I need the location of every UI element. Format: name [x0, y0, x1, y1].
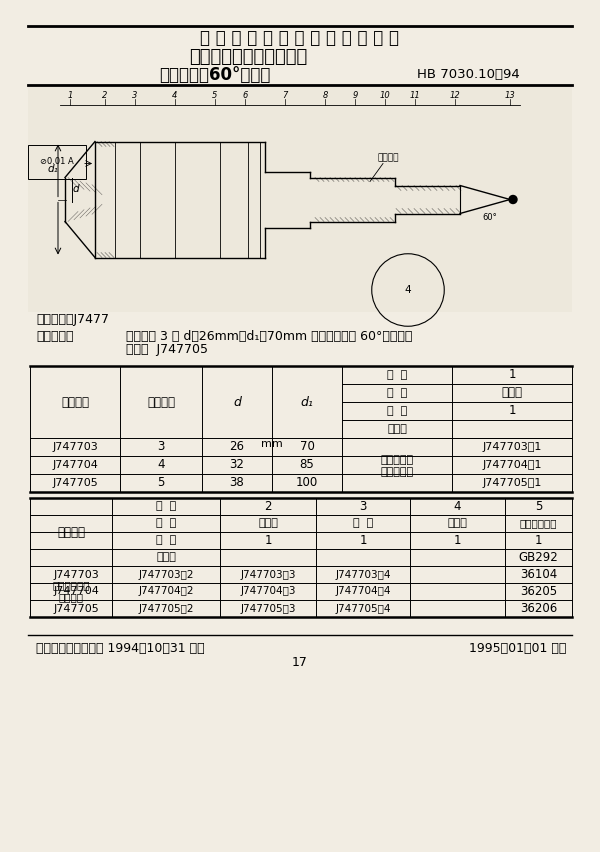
- Text: 夹具通用元件定位夹紧件: 夹具通用元件定位夹紧件: [189, 48, 307, 66]
- Text: 5: 5: [157, 476, 164, 490]
- Text: 活顶尖  J747705: 活顶尖 J747705: [126, 343, 208, 356]
- Text: 36104: 36104: [520, 568, 557, 581]
- Text: 莫氏圆锥 3 号 d＝26mm，d₁＝70mm 的加工管子用 60°活顶尖：: 莫氏圆锥 3 号 d＝26mm，d₁＝70mm 的加工管子用 60°活顶尖：: [126, 330, 412, 343]
- Text: mm: mm: [261, 440, 283, 449]
- Text: 100: 100: [296, 476, 318, 490]
- Text: J747705: J747705: [53, 603, 99, 613]
- Text: 3: 3: [133, 90, 137, 100]
- Text: 3: 3: [359, 500, 367, 513]
- Text: 圆锥体: 圆锥体: [448, 519, 467, 528]
- Text: J747705－1: J747705－1: [482, 478, 542, 488]
- Text: HB 7030.10－94: HB 7030.10－94: [416, 68, 520, 82]
- Text: 顶尖头: 顶尖头: [502, 387, 523, 400]
- Text: 1: 1: [454, 534, 461, 547]
- Text: 11: 11: [410, 90, 421, 100]
- Text: 号或规格: 号或规格: [59, 592, 83, 602]
- Text: 6: 6: [242, 90, 248, 100]
- Text: 3: 3: [157, 440, 164, 453]
- Text: 1: 1: [535, 534, 542, 547]
- Text: 36205: 36205: [520, 585, 557, 598]
- Text: 38: 38: [230, 476, 244, 490]
- Text: 数  量: 数 量: [156, 536, 176, 545]
- Bar: [28, 87, 572, 312]
- Text: 32: 32: [230, 458, 244, 471]
- Text: ⊘0.01 A: ⊘0.01 A: [40, 157, 74, 166]
- Text: GB292: GB292: [518, 551, 559, 564]
- Text: 4: 4: [454, 500, 461, 513]
- Text: 件  号: 件 号: [387, 370, 407, 380]
- Text: 10: 10: [380, 90, 391, 100]
- Text: 件  号: 件 号: [156, 502, 176, 511]
- Circle shape: [509, 195, 517, 204]
- Text: J747704－2: J747704－2: [138, 586, 194, 596]
- Text: J747705－3: J747705－3: [240, 603, 296, 613]
- Text: J747703: J747703: [52, 442, 98, 452]
- Text: 9: 9: [352, 90, 358, 100]
- Text: 标记代号: 标记代号: [61, 395, 89, 408]
- Text: 角接触球轴承: 角接触球轴承: [520, 519, 557, 528]
- Text: 4: 4: [172, 90, 178, 100]
- Text: J747704－4: J747704－4: [335, 586, 391, 596]
- Text: 重心圆锥: 重心圆锥: [377, 153, 399, 162]
- Text: 60°: 60°: [482, 213, 497, 222]
- Text: 70: 70: [299, 440, 314, 453]
- Text: 1: 1: [264, 534, 272, 547]
- Text: 12: 12: [449, 90, 460, 100]
- Text: J747704: J747704: [52, 460, 98, 470]
- Text: 螺  母: 螺 母: [353, 519, 373, 528]
- Text: 名  称: 名 称: [156, 519, 176, 528]
- Text: 密封圈: 密封圈: [258, 519, 278, 528]
- Text: d: d: [233, 395, 241, 408]
- Text: 标准号: 标准号: [387, 424, 407, 434]
- Text: 分类代号：J7477: 分类代号：J7477: [36, 314, 109, 326]
- Text: 7: 7: [283, 90, 287, 100]
- Text: J747703－4: J747703－4: [335, 569, 391, 579]
- Text: 2: 2: [264, 500, 272, 513]
- Text: 1995－01－01 实施: 1995－01－01 实施: [469, 642, 566, 655]
- Text: 名  称: 名 称: [387, 388, 407, 398]
- Text: 1: 1: [508, 405, 516, 417]
- Text: 标记代号－件: 标记代号－件: [52, 580, 90, 590]
- Text: J747705: J747705: [52, 478, 98, 488]
- Text: J747704－3: J747704－3: [240, 586, 296, 596]
- Text: 13: 13: [505, 90, 515, 100]
- Text: d: d: [73, 183, 79, 193]
- Text: J747704－1: J747704－1: [482, 460, 542, 470]
- Text: 中国航空工业总公司 1994－10－31 发布: 中国航空工业总公司 1994－10－31 发布: [36, 642, 205, 655]
- Text: 5: 5: [535, 500, 542, 513]
- Text: 36206: 36206: [520, 602, 557, 615]
- Text: 5: 5: [212, 90, 218, 100]
- Text: 标记示例：: 标记示例：: [36, 330, 74, 343]
- Text: 4: 4: [404, 285, 412, 295]
- Text: J747705－4: J747705－4: [335, 603, 391, 613]
- Text: 2: 2: [103, 90, 107, 100]
- Text: 标记代号－: 标记代号－: [380, 455, 413, 465]
- Text: 8: 8: [322, 90, 328, 100]
- Text: 26: 26: [229, 440, 245, 453]
- Text: d₁: d₁: [47, 164, 58, 174]
- Text: 1: 1: [67, 90, 73, 100]
- Text: J747703－1: J747703－1: [482, 442, 542, 452]
- Text: d₁: d₁: [301, 395, 313, 408]
- Text: 1: 1: [359, 534, 367, 547]
- Text: 标记代号: 标记代号: [57, 526, 85, 538]
- Text: J747703－2: J747703－2: [138, 569, 194, 579]
- Text: 中 华 人 民 共 和 国 航 空 工 业 标 准: 中 华 人 民 共 和 国 航 空 工 业 标 准: [200, 29, 400, 47]
- Text: 1: 1: [508, 369, 516, 382]
- Text: 4: 4: [157, 458, 165, 471]
- Text: 莫氏圆锥: 莫氏圆锥: [147, 395, 175, 408]
- Text: 加工管子用60°活顶尖: 加工管子用60°活顶尖: [160, 66, 271, 84]
- Text: 数  量: 数 量: [387, 406, 407, 416]
- Text: 85: 85: [299, 458, 314, 471]
- Text: J747704: J747704: [53, 586, 99, 596]
- Text: J747703－3: J747703－3: [240, 569, 296, 579]
- Text: 17: 17: [292, 657, 308, 670]
- Text: J747705－2: J747705－2: [138, 603, 194, 613]
- Text: 件号或规格: 件号或规格: [380, 467, 413, 477]
- Text: J747703: J747703: [53, 569, 99, 579]
- Text: 标准号: 标准号: [156, 552, 176, 562]
